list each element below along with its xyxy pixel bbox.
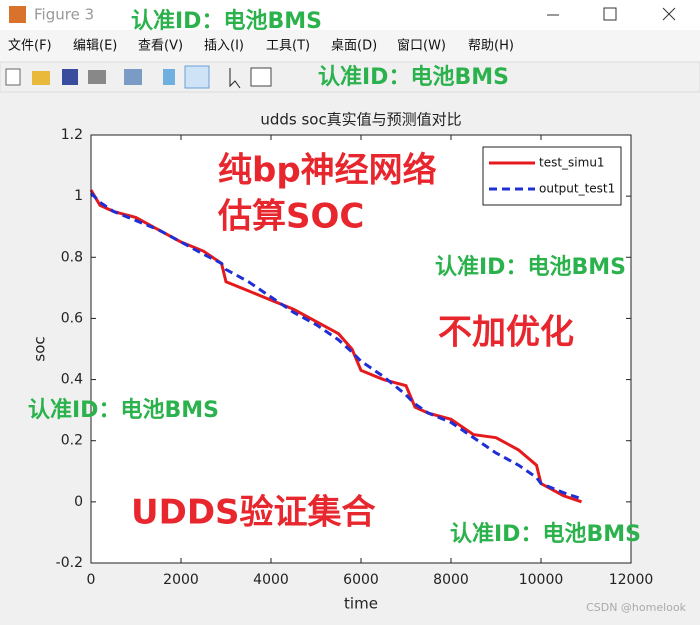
toolbar-icons (5, 65, 272, 89)
watermark: 认准ID：电池BMS (131, 9, 322, 34)
colorbar-icon[interactable] (163, 69, 175, 85)
menu-item[interactable]: 查看(V) (138, 38, 183, 54)
y-tick-label: 0.2 (61, 433, 83, 449)
menu-item[interactable]: 插入(I) (204, 39, 244, 54)
credit: CSDN @homelook (586, 601, 687, 614)
save-icon[interactable] (62, 69, 78, 85)
menu-item[interactable]: 工具(T) (266, 39, 310, 54)
annotation: 估算SOC (217, 197, 364, 237)
menu-item[interactable]: 编辑(E) (73, 39, 117, 54)
y-tick-label: 0.8 (61, 249, 83, 265)
y-tick-label: 0.6 (61, 310, 83, 326)
series-line (89, 192, 582, 501)
menu-item[interactable]: 帮助(H) (468, 39, 514, 54)
y-axis-label: soc (31, 336, 49, 361)
watermark: 认准ID：电池BMS (450, 522, 641, 547)
watermark: 认准ID：电池BMS (318, 65, 509, 90)
x-tick-label: 8000 (433, 572, 469, 588)
pointer-icon[interactable] (229, 68, 241, 89)
x-axis-label: time (344, 595, 378, 613)
toolbar (0, 61, 700, 93)
new-icon[interactable] (5, 68, 21, 86)
annotation: UDDS验证集合 (131, 493, 376, 533)
x-tick-label: 2000 (163, 572, 199, 588)
annotation: 纯bp神经网络 (218, 151, 437, 191)
watermark: 认准ID：电池BMS (28, 398, 219, 423)
annotation: 不加优化 (438, 313, 574, 353)
x-tick-label: 12000 (609, 572, 654, 588)
chart-title: udds soc真实值与预测值对比 (260, 111, 461, 129)
y-tick-label: 1 (74, 188, 83, 204)
legend-label: output_test1 (539, 182, 615, 196)
x-tick-label: 4000 (253, 572, 289, 588)
series-line (89, 189, 582, 504)
x-tick-label: 0 (87, 572, 96, 588)
title-bar (0, 0, 700, 30)
close[interactable] (662, 7, 676, 21)
axes-box (90, 134, 632, 564)
open-icon[interactable] (32, 71, 50, 85)
app-icon (9, 6, 26, 23)
watermark: 认准ID：电池BMS (435, 255, 626, 280)
x-tick-label: 10000 (519, 572, 564, 588)
legend-label: test_simu1 (539, 156, 605, 170)
y-tick-label: 1.2 (61, 127, 83, 143)
window-title: Figure 3 (34, 6, 94, 24)
y-tick-label: -0.2 (56, 555, 83, 571)
x-tick-label: 6000 (343, 572, 379, 588)
y-tick-label: 0 (74, 494, 83, 510)
menu-item[interactable]: 桌面(D) (331, 39, 377, 54)
print-icon[interactable] (88, 70, 106, 84)
maximize[interactable] (603, 7, 617, 21)
property-icon[interactable] (250, 67, 272, 87)
y-tick-label: 0.4 (61, 372, 83, 388)
plot-area (91, 135, 631, 563)
menu-item[interactable]: 窗口(W) (397, 38, 446, 54)
legend-box (482, 146, 622, 206)
menu-item[interactable]: 文件(F) (8, 39, 52, 54)
menu-bar (0, 30, 700, 62)
legend-icon[interactable] (184, 65, 210, 89)
link-icon[interactable] (124, 69, 142, 85)
